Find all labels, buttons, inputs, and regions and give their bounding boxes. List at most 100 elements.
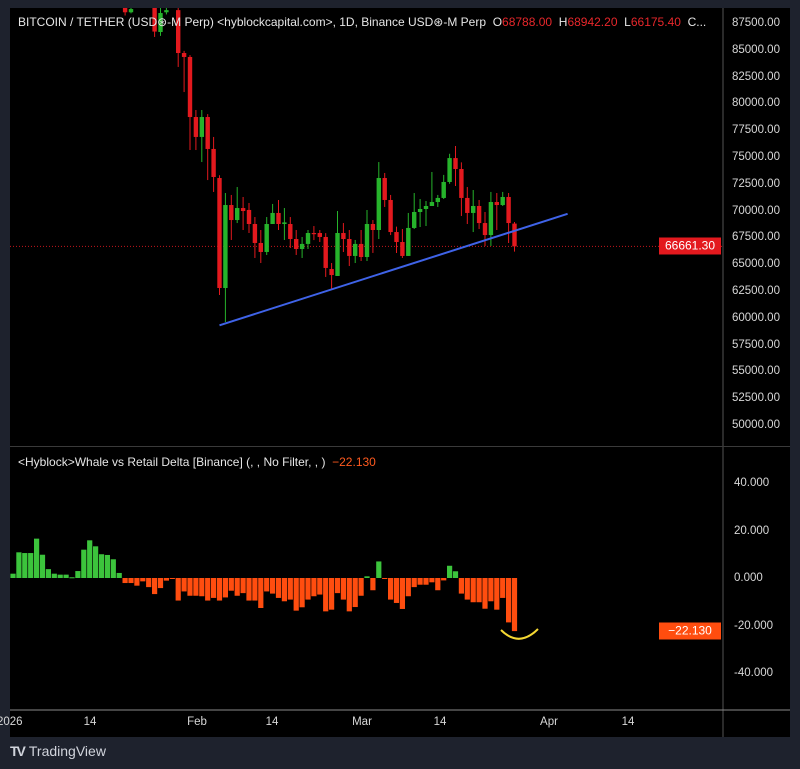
histogram-bar [28, 553, 34, 578]
histogram-bar [39, 554, 46, 578]
candle-body [441, 181, 446, 198]
candle [382, 172, 387, 207]
candle-body [476, 205, 482, 224]
price-tick: 87500.00 [732, 17, 780, 29]
time-tick: 14 [433, 716, 447, 728]
histogram-bar [376, 561, 382, 578]
last-price-label: 66661.30 [659, 237, 721, 255]
histogram-bar [423, 578, 429, 585]
histogram-bar [10, 573, 16, 578]
candle [388, 194, 393, 236]
candle [476, 199, 482, 230]
histogram-bar [281, 578, 287, 602]
candle [317, 230, 322, 243]
candle [494, 193, 499, 231]
histogram-bar [81, 549, 87, 578]
annotation-arc [500, 628, 539, 640]
time-tick: 2026 [0, 716, 23, 728]
candle [217, 175, 222, 295]
candle [122, 8, 128, 16]
indicator-tick: 20.000 [734, 524, 770, 537]
open-value: 68788.00 [502, 15, 553, 29]
histogram-bar [429, 578, 435, 583]
symbol-legend[interactable]: BITCOIN / TETHER (USD⊛-M Perp) <hyblockc… [18, 15, 706, 29]
tradingview-brand[interactable]: TV TradingView [10, 743, 106, 759]
price-tick: 60000.00 [732, 311, 780, 324]
candle-body [353, 243, 358, 256]
price-tick: 52500.00 [732, 392, 780, 405]
histogram-bar [405, 578, 411, 597]
trendline[interactable] [219, 212, 568, 327]
candle [335, 211, 340, 276]
time-tick: Feb [187, 716, 207, 728]
candle [276, 199, 281, 231]
histogram-bar [205, 578, 211, 601]
histogram-bar [228, 578, 234, 591]
high-value: 68942.20 [567, 15, 618, 29]
drawings [219, 212, 568, 327]
candle-body [465, 197, 470, 213]
tradingview-logo-icon: TV [10, 743, 26, 759]
candle [471, 190, 476, 233]
candle-body [323, 236, 328, 268]
candle [235, 187, 240, 224]
candle [258, 230, 263, 264]
candle-body [364, 224, 370, 258]
histogram-bar [329, 578, 335, 610]
histogram-bar [163, 578, 169, 581]
histogram-bar [140, 578, 146, 582]
histogram-bar [128, 578, 134, 584]
high-label: H [558, 15, 568, 29]
candle-body [288, 224, 293, 240]
candle [364, 209, 370, 261]
candle [187, 55, 193, 151]
histogram-bar [211, 578, 217, 598]
symbol-title: BITCOIN / TETHER (USD⊛-M Perp) <hyblockc… [18, 15, 487, 29]
histogram-bar [447, 565, 453, 578]
histogram-bar [458, 578, 464, 594]
candle-body [122, 8, 128, 13]
histogram-bar [181, 578, 187, 592]
histogram-bar [234, 578, 240, 596]
histogram-bar [122, 578, 128, 584]
histogram-bar [346, 578, 352, 612]
histogram-bar [152, 578, 158, 595]
candle [252, 217, 258, 258]
candle [441, 174, 446, 200]
candle [176, 8, 181, 67]
histogram-bar [293, 578, 299, 611]
indicator-title: <Hyblock>Whale vs Retail Delta [Binance]… [18, 455, 326, 469]
histogram-bar [87, 540, 93, 578]
histogram-bar [441, 578, 447, 581]
candle-body [317, 233, 322, 237]
candle-body [329, 269, 334, 276]
candle-body [246, 209, 252, 224]
candle-body [358, 243, 364, 258]
price-tick: 80000.00 [732, 97, 780, 110]
candle-body [299, 243, 305, 249]
low-label: L [624, 15, 631, 29]
brand-name: TradingView [28, 743, 106, 759]
candle [205, 114, 210, 181]
histogram-bar [69, 577, 75, 579]
histogram-bar [116, 572, 122, 578]
indicator-value: −22.130 [332, 455, 376, 469]
price-tick: 72500.00 [732, 177, 780, 190]
candle-body [370, 224, 376, 231]
candle-body [258, 242, 263, 252]
candle [152, 8, 157, 37]
candle [465, 187, 470, 224]
candle [358, 230, 364, 261]
candle-body [187, 56, 193, 118]
candle [512, 221, 517, 252]
indicator-legend[interactable]: <Hyblock>Whale vs Retail Delta [Binance]… [18, 455, 376, 469]
candle-body [347, 239, 352, 256]
candles [10, 8, 723, 322]
histogram-bar [311, 578, 317, 597]
candle-body [152, 8, 157, 32]
histogram-bar [45, 569, 51, 578]
candle-body [181, 53, 187, 57]
candle-body [506, 196, 511, 224]
candle [223, 193, 228, 322]
